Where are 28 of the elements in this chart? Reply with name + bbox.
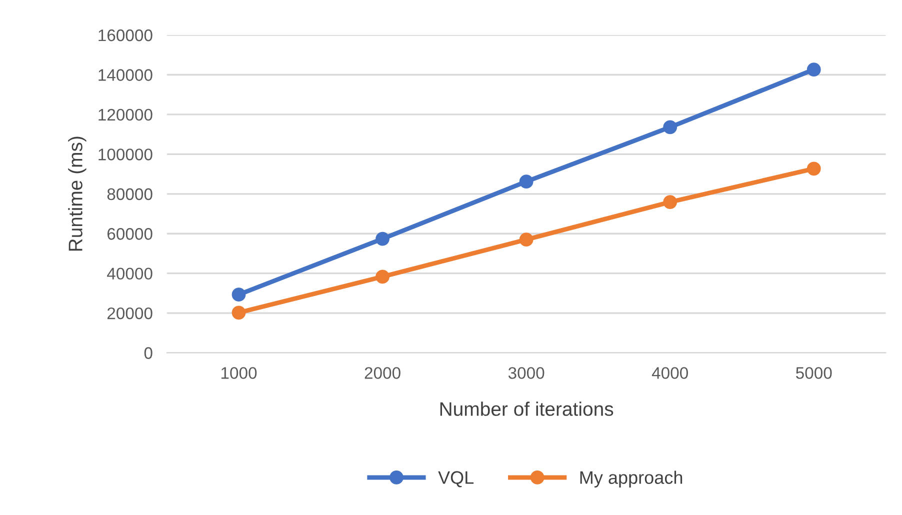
x-tick-label: 3000	[508, 367, 544, 379]
x-tick-label: 5000	[796, 367, 832, 379]
legend-label: VQL	[438, 471, 474, 488]
y-tick-label: 140000	[98, 69, 152, 81]
point	[663, 120, 678, 134]
point	[806, 62, 821, 77]
y-tick-label: 0	[144, 347, 152, 359]
y-tick-label: 20000	[107, 307, 152, 320]
point	[376, 270, 390, 284]
point	[232, 306, 246, 320]
point	[232, 288, 246, 302]
point	[663, 195, 678, 209]
y-tick-label: 100000	[98, 148, 152, 160]
x-tick-label: 4000	[652, 367, 688, 379]
y-tick-label: 160000	[98, 29, 152, 42]
x-tick-label: 2000	[364, 367, 400, 379]
point	[519, 232, 534, 247]
y-axis-title: Runtime (ms)	[68, 136, 86, 251]
x-tick-label: 1000	[221, 367, 257, 379]
y-tick-label: 80000	[107, 188, 152, 200]
y-tick-label: 40000	[107, 268, 152, 280]
point	[376, 232, 390, 246]
y-tick-label: 120000	[98, 108, 152, 121]
y-tick-label: 60000	[107, 228, 152, 240]
point	[519, 174, 534, 189]
point	[806, 162, 821, 176]
x-axis-title: Number of iterations	[440, 402, 614, 416]
legend-label: My approach	[580, 470, 682, 488]
